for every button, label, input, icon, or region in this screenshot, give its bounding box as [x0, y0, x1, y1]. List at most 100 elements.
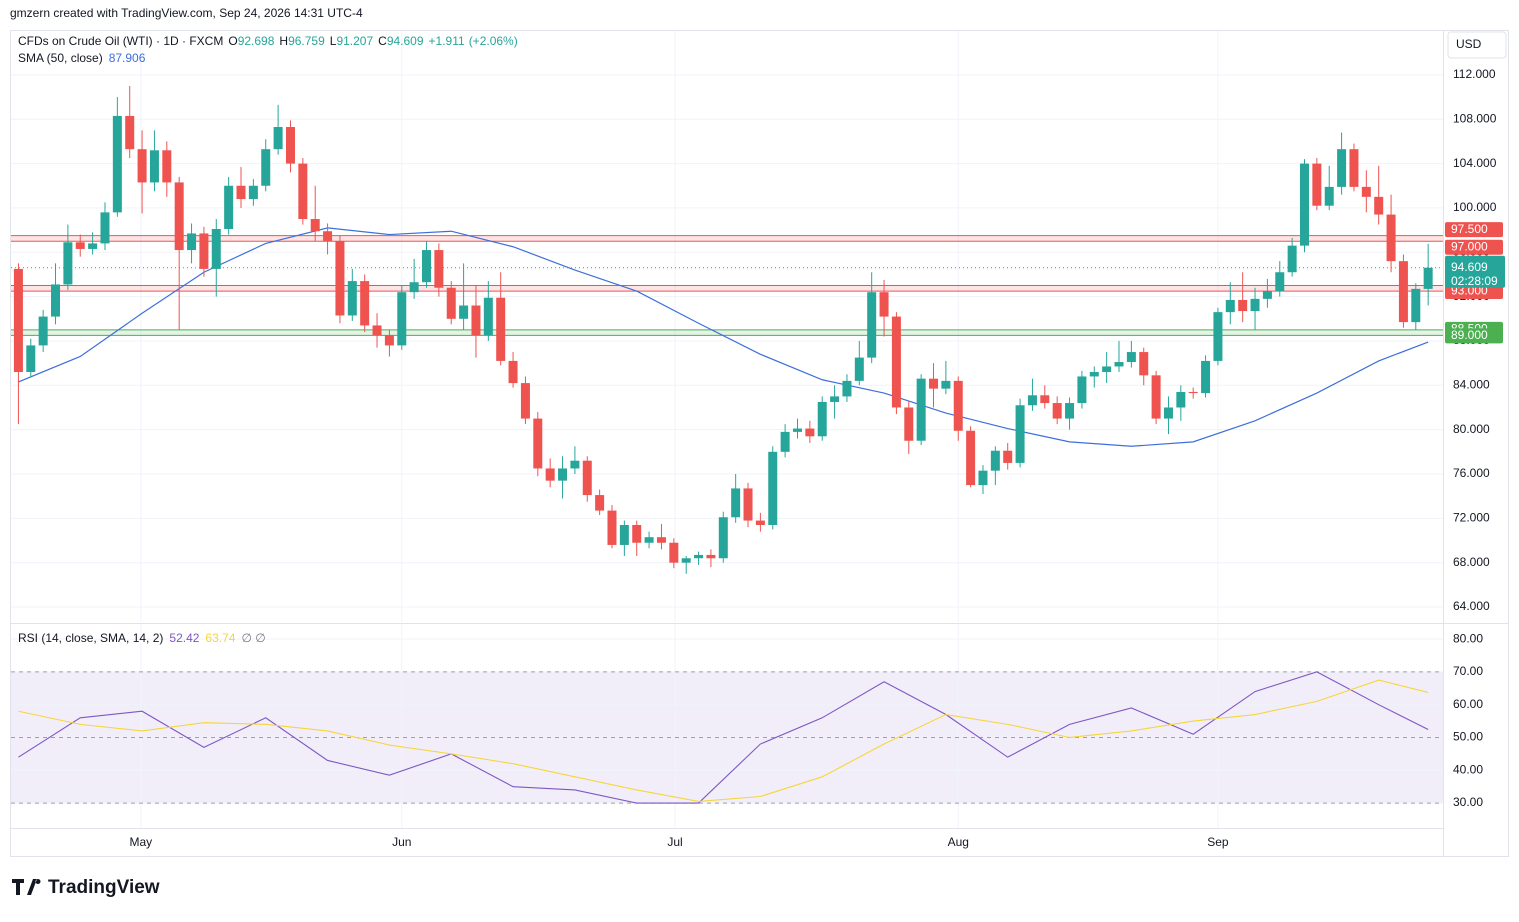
y-tick-label: 84.000 [1453, 377, 1490, 391]
ohlc-value: 94.609 [387, 34, 424, 48]
y-tick-label: 64.000 [1453, 599, 1490, 613]
candle-body [1238, 299, 1248, 312]
candle-body [1114, 362, 1124, 367]
candle-body [632, 524, 642, 543]
candle-body [755, 520, 765, 525]
candle-body [434, 250, 444, 288]
candle-body [125, 115, 135, 150]
y-tick-label: 100.000 [1453, 200, 1497, 214]
candle-body [780, 431, 790, 452]
zone [11, 285, 1443, 292]
currency: USD [1456, 37, 1482, 51]
candle-body [285, 127, 295, 164]
rsi-line [18, 679, 1429, 802]
zone-label-bg [1445, 328, 1503, 344]
candle-body [174, 182, 184, 251]
zone-label-bg [1445, 284, 1503, 300]
candle-body [112, 115, 122, 213]
candle-body [792, 428, 802, 432]
candle-body [990, 450, 1000, 471]
candle-body [248, 185, 258, 200]
candle-body [187, 233, 197, 251]
rsi-empty: ∅ ∅ [241, 631, 265, 645]
candle-body [607, 510, 617, 545]
y-tick-label: 112.000 [1453, 67, 1496, 81]
candle-body [1423, 267, 1433, 289]
candle-body [904, 407, 914, 441]
candle-body [1411, 288, 1421, 323]
sma-name: SMA (50, close) [18, 51, 103, 65]
y-tick-label: 80.00 [1453, 631, 1483, 645]
sma-value: 87.906 [109, 51, 146, 65]
y-tick-label: 68.000 [1453, 555, 1490, 569]
zone-label: 89.000 [1451, 328, 1488, 342]
candle-body [149, 150, 159, 183]
candle-body [51, 284, 61, 317]
legend: CFDs on Crude Oil (WTI) · 1D · FXCM O92.6… [18, 34, 518, 48]
candle-body [13, 268, 23, 373]
zone-label: 97.000 [1451, 239, 1488, 253]
x-tick-label: Jul [667, 835, 682, 849]
ohlc-value: 92.698 [238, 34, 275, 48]
sma-line [18, 227, 1429, 447]
candle-body [397, 292, 407, 346]
candle-body [496, 297, 506, 361]
frame [10, 30, 1509, 857]
candle-body [1126, 352, 1136, 363]
candle-body [310, 219, 320, 232]
y-tick-label: 40.00 [1453, 762, 1483, 776]
candle-body [409, 282, 419, 293]
candle-body [966, 430, 976, 486]
candle-body [706, 554, 716, 559]
candle-body [656, 537, 666, 543]
y-tick-label: 60.00 [1453, 697, 1483, 711]
candle-body [644, 537, 654, 543]
rsi-value: 63.74 [205, 631, 235, 645]
candle-body [1188, 391, 1198, 394]
candle-body [768, 451, 778, 525]
ohlc-value: 96.759 [288, 34, 325, 48]
candle-body [1299, 163, 1309, 246]
candle-body [298, 163, 308, 220]
candle-body [1027, 395, 1037, 406]
candle-body [1337, 149, 1347, 187]
y-tick-label: 76.000 [1453, 466, 1490, 480]
candle-body [483, 297, 493, 336]
candle-body [1398, 261, 1408, 323]
candle-body [1275, 272, 1285, 292]
candle-body [520, 383, 530, 419]
candle-body [1262, 291, 1272, 299]
candle-body [236, 185, 246, 200]
candle-body [830, 396, 840, 402]
ohlc-letter: L [330, 34, 337, 48]
zone-label: 97.500 [1451, 222, 1488, 236]
candle-body [347, 281, 357, 316]
candle-body [681, 558, 691, 563]
candle-body [545, 468, 555, 481]
change: +1.911 [429, 34, 465, 48]
candle-body [1324, 186, 1334, 206]
candle-body [731, 488, 741, 518]
candle-body [63, 242, 73, 285]
candle-body [211, 228, 221, 269]
ohlc-letter: O [228, 34, 237, 48]
candle-body [224, 185, 234, 229]
candle-body [459, 305, 469, 319]
candle-body [619, 524, 629, 545]
candle-body [446, 287, 456, 319]
x-tick-label: Sep [1207, 835, 1229, 849]
price-tag: 94.609 [1451, 260, 1488, 274]
candle-body [1349, 149, 1359, 187]
candle-body [1139, 352, 1149, 376]
rsi-legend: RSI (14, close, SMA, 14, 2) 52.42 63.74 ∅ ∅ [18, 631, 266, 645]
candle-body [137, 149, 147, 183]
candle-body [941, 380, 951, 389]
y-tick-label: 30.00 [1453, 795, 1483, 809]
candle-body [1213, 312, 1223, 361]
brand: TradingView [12, 877, 160, 898]
currency-box[interactable] [1447, 31, 1507, 59]
y-tick-label: 80.000 [1453, 422, 1490, 436]
candle-body [199, 233, 209, 269]
candle-body [1040, 395, 1050, 404]
